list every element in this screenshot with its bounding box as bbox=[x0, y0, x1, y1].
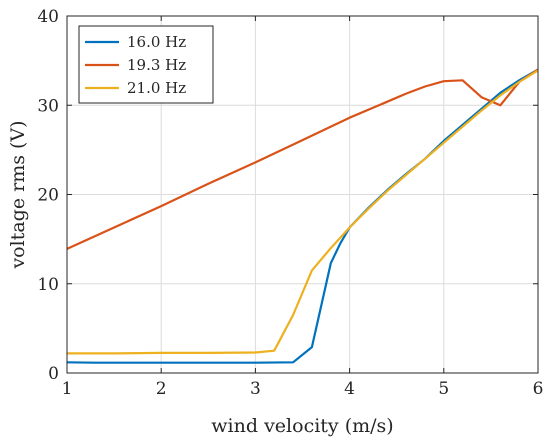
x-tick-label: 1 bbox=[62, 379, 73, 399]
legend-label: 16.0 Hz bbox=[127, 33, 186, 51]
x-tick-label: 5 bbox=[438, 379, 449, 399]
x-tick-label: 2 bbox=[156, 379, 167, 399]
legend-label: 21.0 Hz bbox=[127, 79, 186, 97]
series-line bbox=[67, 69, 539, 355]
y-tick-label: 10 bbox=[37, 275, 59, 295]
legend: 16.0 Hz 19.3 Hz 21.0 Hz bbox=[78, 25, 214, 104]
ticks: 1 2 3 4 5 6 0 10 20 30 40 bbox=[37, 7, 543, 399]
series-layer bbox=[66, 68, 539, 364]
x-tick-label: 3 bbox=[250, 379, 261, 399]
x-axis-label: wind velocity (m/s) bbox=[211, 415, 393, 437]
y-axis-label: voltage rms (V) bbox=[7, 120, 29, 269]
y-tick-label: 40 bbox=[37, 7, 59, 27]
x-tick-label: 4 bbox=[344, 379, 355, 399]
legend-label: 19.3 Hz bbox=[127, 56, 186, 74]
y-tick-label: 30 bbox=[37, 96, 59, 116]
y-tick-label: 0 bbox=[48, 364, 59, 384]
series-line bbox=[66, 68, 539, 250]
y-tick-label: 20 bbox=[37, 186, 59, 206]
x-tick-label: 6 bbox=[533, 379, 544, 399]
